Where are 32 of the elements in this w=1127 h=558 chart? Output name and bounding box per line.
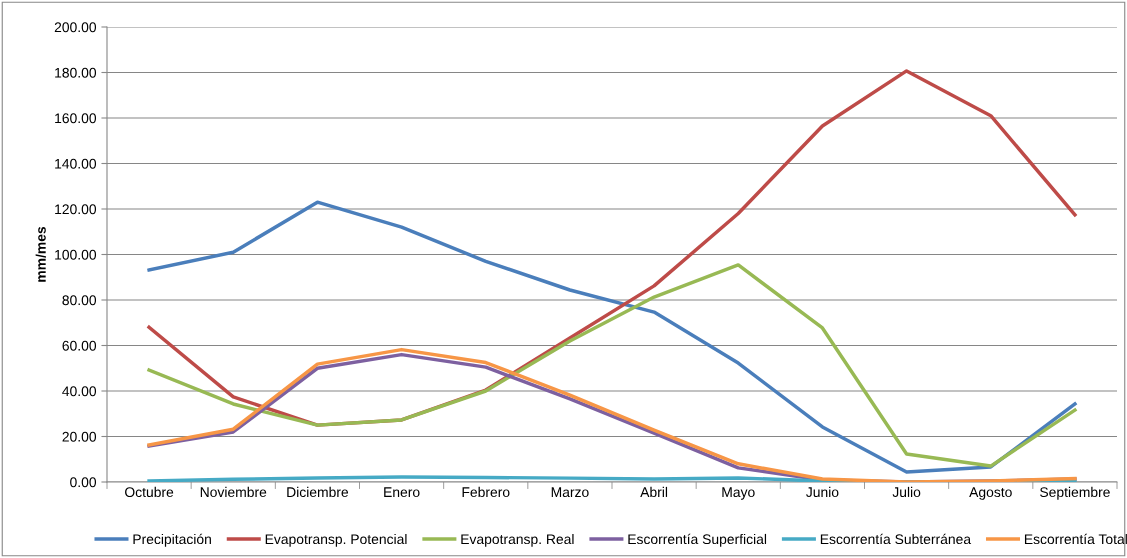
legend-label: Evapotransp. Real [461,533,574,547]
y-tick-label: 0.00 [70,477,97,488]
x-tick-label: Diciembre [287,486,349,498]
y-tick-label: 160.00 [55,113,97,124]
x-tick-label: Abril [640,486,668,498]
y-tick-label: 100.00 [55,249,97,260]
y-tick-label: 80.00 [62,295,97,306]
y-axis-title: mm/mes [35,226,46,282]
y-tick-label: 20.00 [62,431,97,442]
x-tick-label: Julio [892,486,921,498]
x-tick-label: Septiembre [1040,486,1110,500]
y-tick-label: 120.00 [55,204,97,215]
legend-label: Precipitación [133,533,211,547]
legend-label: Evapotransp. Potencial [265,533,407,547]
y-tick-label: 40.00 [62,386,97,397]
x-tick-label: Noviembre [200,486,267,498]
line-series [147,263,1077,468]
y-tick-label: 60.00 [62,340,97,351]
x-tick-label: Junio [806,486,839,498]
y-tick-label: 200.00 [54,22,97,33]
line-series [147,200,1077,474]
legend-label: Escorrentía Superficial [628,533,767,547]
x-tick-label: Marzo [551,487,589,498]
legend-label: Escorrentía Total [1024,533,1127,545]
x-tick-label: Mayo [722,487,755,500]
x-tick-label: Octubre [125,486,174,498]
y-tick-label: 140.00 [55,158,97,169]
x-tick-label: Febrero [462,486,510,498]
y-tick-label: 180.00 [55,67,97,78]
x-tick-label: Agosto [969,487,1012,500]
legend-label: Escorrentía Subterránea [820,533,972,545]
x-tick-label: Enero [384,487,420,498]
